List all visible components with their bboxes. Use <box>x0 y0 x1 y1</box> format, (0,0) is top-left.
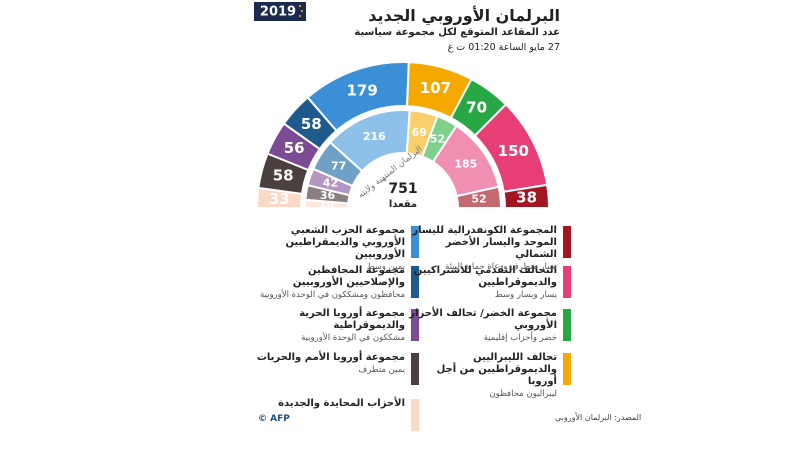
legend-swatch <box>411 226 419 258</box>
value-label: 52 <box>471 193 486 206</box>
star <box>299 5 301 7</box>
value-label: 58 <box>301 115 322 133</box>
legend-item: مجموعة المحافظين والإصلاحيين الأوروبيين م… <box>253 265 419 301</box>
legend-description: محافظون ومشككون في الوحدة الأوروبية <box>259 290 405 300</box>
legend-description: ليبراليون محافظون <box>489 389 557 399</box>
legend-name: التحالف التقدمي للاشتراكيين والديموقراطي… <box>413 265 557 288</box>
legend-swatch <box>563 309 571 341</box>
value-label: 179 <box>347 81 378 99</box>
legend-swatch <box>563 353 571 385</box>
value-label: 42 <box>323 177 338 190</box>
legend-item: مجموعة أوروبا الأمم والحريات يمين متطرف <box>253 352 419 385</box>
legend-item: مجموعة أوروبا الحرية والديموقراطية مشككون… <box>253 308 419 344</box>
legend-swatch <box>411 309 419 341</box>
value-label: 70 <box>466 99 487 117</box>
legend-item: الأحزاب المحايدة والجديدة <box>253 398 419 431</box>
star <box>301 10 303 12</box>
legend-name: مجموعة الخضر/ تحالف الأحرار الأوروبي <box>409 308 557 331</box>
title: البرلمان الأوروبي الجديد <box>368 6 560 25</box>
star <box>299 15 301 17</box>
legend-swatch <box>411 399 419 431</box>
legend-item: المجموعة الكونفدرالية لليسار الموحد والي… <box>405 225 571 273</box>
legend-item: مجموعة الخضر/ تحالف الأحرار الأوروبي خضر … <box>405 308 571 344</box>
value-label: 69 <box>412 126 427 139</box>
legend-name: المجموعة الكونفدرالية لليسار الموحد والي… <box>412 225 557 260</box>
badge: 2019 <box>260 5 296 20</box>
value-label: 58 <box>273 167 294 185</box>
legend-swatch <box>411 266 419 298</box>
legend-swatch <box>563 226 571 258</box>
legend-item: تحالف الليبراليين والديموقراطيين من أجل … <box>405 352 571 400</box>
value-label: 38 <box>516 189 537 207</box>
value-label: 216 <box>363 130 386 143</box>
subtitle: عدد المقاعد المتوقع لكل مجموعة سياسية <box>354 27 560 38</box>
date: 27 مايو الساعة 01:20 ت غ <box>447 42 560 53</box>
legend-description: يسار ويسار وسط <box>494 290 557 300</box>
value-label: 77 <box>331 160 346 173</box>
total: 751 <box>388 181 417 197</box>
value-label: 150 <box>498 142 529 160</box>
legend-name: مجموعة الحزب الشعبي الأوروبي والديمقراطي… <box>285 225 405 260</box>
seat-arc <box>455 185 503 209</box>
legend-description: يمين متطرف <box>358 365 405 375</box>
source: المصدر: البرلمان الأوروبي <box>555 412 641 422</box>
legend-description: خضر وأحزاب إقليمية <box>483 333 557 343</box>
value-label: 56 <box>284 139 305 157</box>
badge-bg <box>254 2 306 21</box>
legend-name: الأحزاب المحايدة والجديدة <box>278 398 405 409</box>
legend-item: التحالف التقدمي للاشتراكيين والديموقراطي… <box>405 265 571 301</box>
value-label: 36 <box>320 189 336 202</box>
legend-name: تحالف الليبراليين والديموقراطيين من أجل … <box>436 352 557 387</box>
legend-description: يسار متطرف ودعاة حماية البيئة <box>445 262 557 272</box>
legend-name: مجموعة أوروبا الأمم والحريات <box>256 352 405 363</box>
legend-name: مجموعة المحافظين والإصلاحيين الأوروبيين <box>292 265 405 288</box>
legend-item: مجموعة الحزب الشعبي الأوروبي والديمقراطي… <box>253 225 419 273</box>
credit: © AFP <box>258 414 290 424</box>
value-label: 52 <box>430 133 445 146</box>
seat-arc <box>502 183 551 209</box>
legend-name: مجموعة أوروبا الحرية والديموقراطية <box>299 308 405 331</box>
legend-swatch <box>563 266 571 298</box>
total-label: مقعدا <box>389 199 417 210</box>
value-label: 33 <box>269 190 290 208</box>
legend-description: مشككون في الوحدة الأوروبية <box>301 333 405 343</box>
value-label: 185 <box>454 157 477 170</box>
legend-description: يمين وسط <box>366 262 405 272</box>
value-label: 107 <box>420 79 451 97</box>
legend-swatch <box>411 353 419 385</box>
